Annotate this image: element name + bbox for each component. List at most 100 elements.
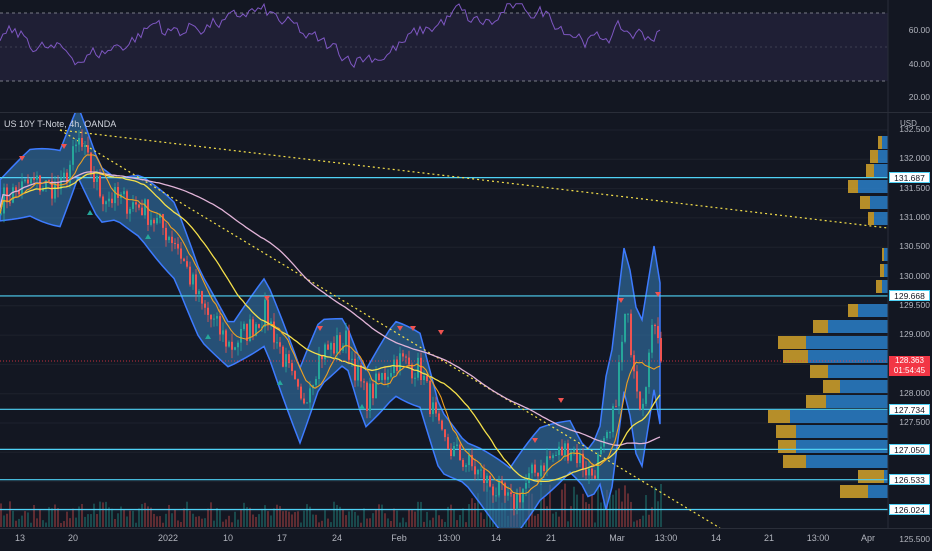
candle-body xyxy=(570,451,572,461)
rsi-line xyxy=(0,2,661,69)
candle-body xyxy=(459,444,461,460)
candle-body xyxy=(384,372,386,380)
volume-bar xyxy=(93,503,95,527)
candle-body xyxy=(498,480,500,496)
candle-body xyxy=(447,437,449,449)
candle-body xyxy=(645,387,647,404)
volume-bar xyxy=(159,516,161,527)
candle-body xyxy=(411,364,413,379)
volume-profile-row xyxy=(884,470,888,483)
candle-body xyxy=(180,248,182,259)
candle-body xyxy=(207,307,209,315)
candle-body xyxy=(531,464,533,474)
volume-bar xyxy=(447,506,449,527)
candle-body xyxy=(324,344,326,360)
candle-body xyxy=(96,175,98,183)
candle-body xyxy=(285,354,287,367)
volume-profile-row xyxy=(848,180,858,193)
time-axis-label: 13 xyxy=(14,533,26,543)
volume-profile-row xyxy=(778,336,806,349)
price-axis-label: 131.000 xyxy=(899,211,930,222)
candle-body xyxy=(231,341,233,350)
sma-fast-line xyxy=(0,154,661,495)
candle-body xyxy=(396,359,398,371)
candle-body xyxy=(417,357,419,378)
volume-profile-row xyxy=(868,212,874,225)
candle-body xyxy=(129,208,131,214)
horizontal-levels[interactable] xyxy=(0,177,888,511)
candle-body xyxy=(18,190,20,195)
candle-body xyxy=(336,335,338,354)
volume-bar xyxy=(567,521,569,527)
level-price-label: 129.668 xyxy=(889,290,930,302)
volume-bar xyxy=(15,520,17,527)
candle-body xyxy=(588,468,590,476)
volume-bar xyxy=(255,516,257,527)
volume-bar xyxy=(69,518,71,527)
volume-profile-row xyxy=(840,485,868,498)
candle-body xyxy=(642,403,644,410)
volume-bar xyxy=(366,518,368,527)
candle-body xyxy=(585,469,587,476)
time-axis-label: 2022 xyxy=(157,533,179,543)
trendline-upper[interactable] xyxy=(59,129,889,229)
candle-body xyxy=(462,459,464,467)
symbol-legend[interactable]: US 10Y T-Note, 4h, OANDA xyxy=(4,119,117,129)
volume-bars xyxy=(0,483,662,527)
volume-bar xyxy=(438,515,440,527)
currency-label[interactable]: USD xyxy=(900,119,917,128)
volume-bar xyxy=(54,504,56,527)
volume-bar xyxy=(411,509,413,527)
candle-body xyxy=(294,371,296,380)
candle-body xyxy=(69,164,71,183)
candle-body xyxy=(288,354,290,364)
candle-body xyxy=(528,473,530,484)
candle-body xyxy=(126,191,128,214)
candle-body xyxy=(405,356,407,358)
price-chart-pane[interactable] xyxy=(0,113,932,528)
volume-bar xyxy=(360,522,362,527)
candle-body xyxy=(111,198,113,204)
volume-bar xyxy=(609,495,611,527)
volume-bar xyxy=(87,514,89,527)
volume-bar xyxy=(648,514,650,527)
candle-body xyxy=(552,455,554,459)
candle-body xyxy=(480,469,482,471)
candle-body xyxy=(66,172,68,183)
candle-body xyxy=(651,324,653,353)
pane-divider[interactable] xyxy=(0,112,932,113)
volume-bar xyxy=(150,507,152,527)
volume-bar xyxy=(354,511,356,527)
candle-body xyxy=(318,354,320,380)
price-axis-label: 130.000 xyxy=(899,270,930,281)
volume-bar xyxy=(108,507,110,527)
candle-body xyxy=(633,355,635,372)
candle-body xyxy=(507,492,509,496)
volume-bar xyxy=(402,517,404,527)
candle-body xyxy=(171,236,173,244)
candle-body xyxy=(471,454,473,467)
sell-signal-marker xyxy=(317,326,323,331)
volume-profile-row xyxy=(806,336,888,349)
candle-body xyxy=(255,324,257,336)
candle-body xyxy=(315,379,317,385)
volume-bar xyxy=(216,507,218,527)
candle-body xyxy=(597,454,599,479)
volume-profile-row xyxy=(882,248,884,261)
volume-bar xyxy=(318,522,320,527)
volume-bar xyxy=(303,510,305,527)
volume-bar xyxy=(384,513,386,527)
trendline-lower[interactable] xyxy=(59,129,721,528)
volume-bar xyxy=(9,501,11,527)
volume-bar xyxy=(99,501,101,527)
time-axis[interactable]: 13 20 2022 10 17 24 Feb 13:00 14 21 Mar 13:00 14 21 13… xyxy=(0,528,932,551)
candle-body xyxy=(615,406,617,408)
candle-body xyxy=(366,382,368,411)
candle-body xyxy=(525,483,527,489)
volume-profile-row xyxy=(858,304,888,317)
volume-bar xyxy=(261,508,263,527)
rsi-indicator-pane[interactable] xyxy=(0,0,932,113)
candle-body xyxy=(453,446,455,457)
volume-bar xyxy=(627,493,629,527)
volume-bar xyxy=(450,504,452,527)
